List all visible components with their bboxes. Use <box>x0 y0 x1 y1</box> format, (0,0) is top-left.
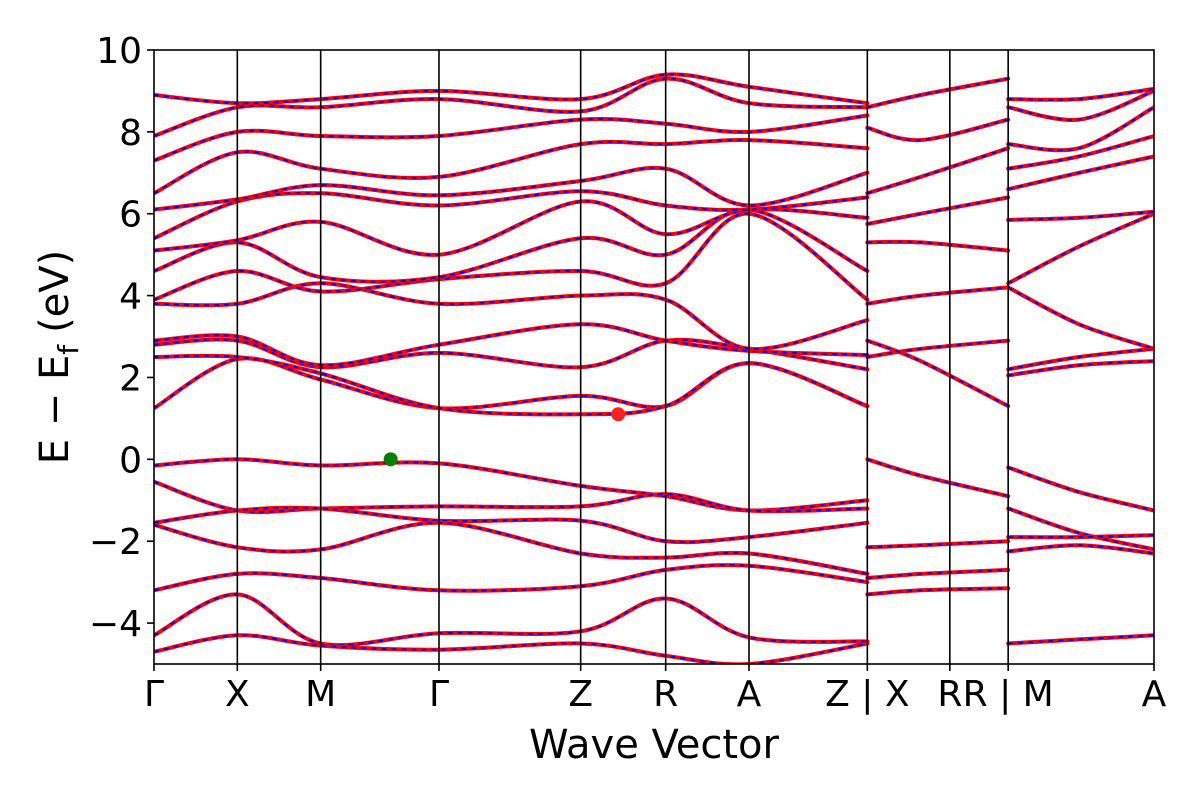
band-line-41 <box>1006 211 1154 286</box>
x-tick-label-4: Z <box>568 674 593 715</box>
band-line-44 <box>1006 134 1154 171</box>
band-line-0 <box>154 457 870 513</box>
band-line-dashed-1 <box>154 480 868 514</box>
band-line-13 <box>154 207 870 284</box>
band-line-34 <box>1006 506 1154 552</box>
band-line-dashed-8 <box>154 354 868 416</box>
band-line-dashed-38 <box>1008 360 1154 377</box>
y-axis-title-subscript: f <box>52 344 85 355</box>
band-line-dashed-44 <box>1008 135 1154 170</box>
band-line-dashed-17 <box>154 139 868 195</box>
x-tick-label-2: M <box>305 674 336 715</box>
band-line-dashed-40 <box>1007 286 1154 350</box>
band-line-dashed-41 <box>1007 212 1154 285</box>
band-line-dashed-42 <box>1008 210 1154 221</box>
band-line-dashed-31 <box>867 118 1009 142</box>
band-line-dashed-36 <box>1008 544 1154 555</box>
x-tick-label-5: R <box>653 674 678 715</box>
band-line-dashed-11 <box>154 282 868 351</box>
band-line-dashed-27 <box>867 286 1009 305</box>
band-line-dashed-6 <box>154 634 868 664</box>
band-line-8 <box>154 353 870 417</box>
band-line-dashed-26 <box>866 339 1009 407</box>
vbm-marker <box>383 452 398 467</box>
band-line-dashed-21 <box>866 458 1009 498</box>
x-tick-label-8: R <box>937 674 962 715</box>
band-line-dashed-30 <box>866 147 1009 195</box>
x-tick-label-10: A <box>1142 674 1167 715</box>
band-line-dashed-24 <box>867 587 1009 596</box>
band-line-dashed-35 <box>1008 534 1154 539</box>
band-line-16 <box>154 165 870 212</box>
band-line-40 <box>1006 285 1154 351</box>
band-line-dashed-4 <box>154 564 868 592</box>
plot-frame <box>153 49 1155 665</box>
band-line-dashed-29 <box>867 196 1009 225</box>
y-tick-label-0: −4 <box>89 604 142 645</box>
y-axis-title-unit: (eV) <box>32 250 78 333</box>
band-line-dashed-47 <box>1008 87 1154 101</box>
y-tick-label-5: 6 <box>119 195 142 236</box>
band-line-dashed-39 <box>1008 347 1154 371</box>
y-tick-label-6: 8 <box>119 113 142 154</box>
band-line-dashed-3 <box>154 521 868 575</box>
band-line-17 <box>154 138 870 196</box>
x-tick-label-9: R | M <box>963 674 1054 715</box>
band-line-11 <box>154 281 870 352</box>
y-tick-label-4: 4 <box>119 277 142 318</box>
high-symmetry-lines <box>236 50 1009 664</box>
band-line-dashed-22 <box>867 540 1009 549</box>
band-line-dashed-13 <box>154 208 868 283</box>
band-line-dashed-43 <box>1007 155 1154 191</box>
x-tick-label-3: Γ <box>429 674 449 715</box>
band-line-dashed-46 <box>1008 89 1154 121</box>
band-line-26 <box>865 338 1011 409</box>
band-line-dashed-23 <box>867 568 1009 579</box>
band-line-dashed-34 <box>1007 507 1154 551</box>
band-line-dashed-37 <box>1008 634 1154 645</box>
y-tick-label-3: 2 <box>119 358 142 399</box>
band-line-dashed-20 <box>154 73 868 105</box>
band-line-4 <box>154 563 870 593</box>
extrema-markers <box>383 407 626 467</box>
y-axis-ticks: −4 −2 0 2 4 6 8 10 <box>89 31 154 645</box>
band-line-dashed-16 <box>154 166 868 211</box>
y-tick-label-7: 10 <box>96 31 142 72</box>
band-line-dashed-10 <box>154 323 868 367</box>
y-tick-label-2: 0 <box>119 440 142 481</box>
y-axis-title: E − Ef (eV) <box>32 250 85 465</box>
cbm-marker <box>611 407 626 422</box>
x-tick-label-6: A <box>737 674 762 715</box>
band-line-dashed-18 <box>154 114 868 162</box>
band-lines <box>154 72 1154 664</box>
band-line-dashed-5 <box>154 593 868 647</box>
x-tick-label-0: Γ <box>144 674 164 715</box>
y-tick-label-1: −2 <box>89 522 142 563</box>
x-tick-label-1: X <box>225 674 250 715</box>
band-line-46 <box>1006 88 1154 122</box>
x-tick-label-7: Z | X <box>825 674 909 715</box>
band-line-dashed-33 <box>1007 466 1154 512</box>
y-axis-title-main: E − E <box>32 355 78 465</box>
band-line-dashed-45 <box>1008 106 1154 152</box>
band-line-dashed-32 <box>867 77 1009 109</box>
x-axis-title: Wave Vector <box>529 722 780 768</box>
band-line-dashed-25 <box>867 339 1009 358</box>
band-line-33 <box>1006 465 1154 513</box>
band-line-dashed-19 <box>154 77 868 137</box>
band-line-dashed-2 <box>154 506 868 544</box>
band-line-dashed-28 <box>867 240 1009 252</box>
band-line-dashed-0 <box>154 458 868 512</box>
